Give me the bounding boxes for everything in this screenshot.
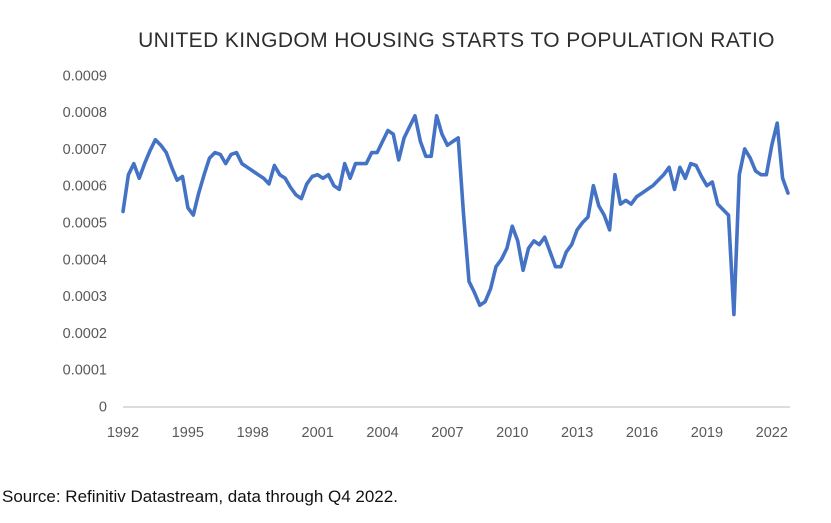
- y-axis-tick-label: 0.0007: [63, 142, 107, 158]
- x-axis-tick-label: 1995: [172, 425, 204, 441]
- y-axis-tick-label: 0.0001: [63, 363, 107, 379]
- x-axis-tick-label: 2007: [431, 425, 463, 441]
- chart-title: UNITED KINGDOM HOUSING STARTS TO POPULAT…: [138, 29, 775, 52]
- x-axis-tick-label: 2001: [302, 425, 334, 441]
- x-axis-tick-label: 1992: [107, 425, 139, 441]
- y-axis-tick-label: 0.0003: [63, 289, 107, 305]
- y-axis-tick-label: 0.0009: [63, 68, 107, 84]
- y-axis-tick-label: 0.0005: [63, 216, 107, 232]
- x-axis-tick-label: 2004: [366, 425, 398, 441]
- x-axis-tick-label: 2013: [561, 425, 593, 441]
- x-axis-tick-label: 2016: [626, 425, 658, 441]
- y-axis-tick-label: 0.0006: [63, 179, 107, 195]
- source-note: Source: Refinitiv Datastream, data throu…: [2, 487, 398, 506]
- y-axis-tick-label: 0.0002: [63, 326, 107, 342]
- x-axis-tick-label: 2010: [496, 425, 528, 441]
- y-axis-tick-label: 0.0008: [63, 105, 107, 121]
- x-axis-tick-label: 2019: [691, 425, 723, 441]
- housing-starts-ratio-line: [121, 114, 790, 317]
- x-axis-tick-label: 2022: [756, 425, 788, 441]
- x-axis-tick-label: 1998: [237, 425, 269, 441]
- y-axis-tick-label: 0.0004: [63, 252, 107, 268]
- y-axis-tick-label: 0: [99, 400, 107, 416]
